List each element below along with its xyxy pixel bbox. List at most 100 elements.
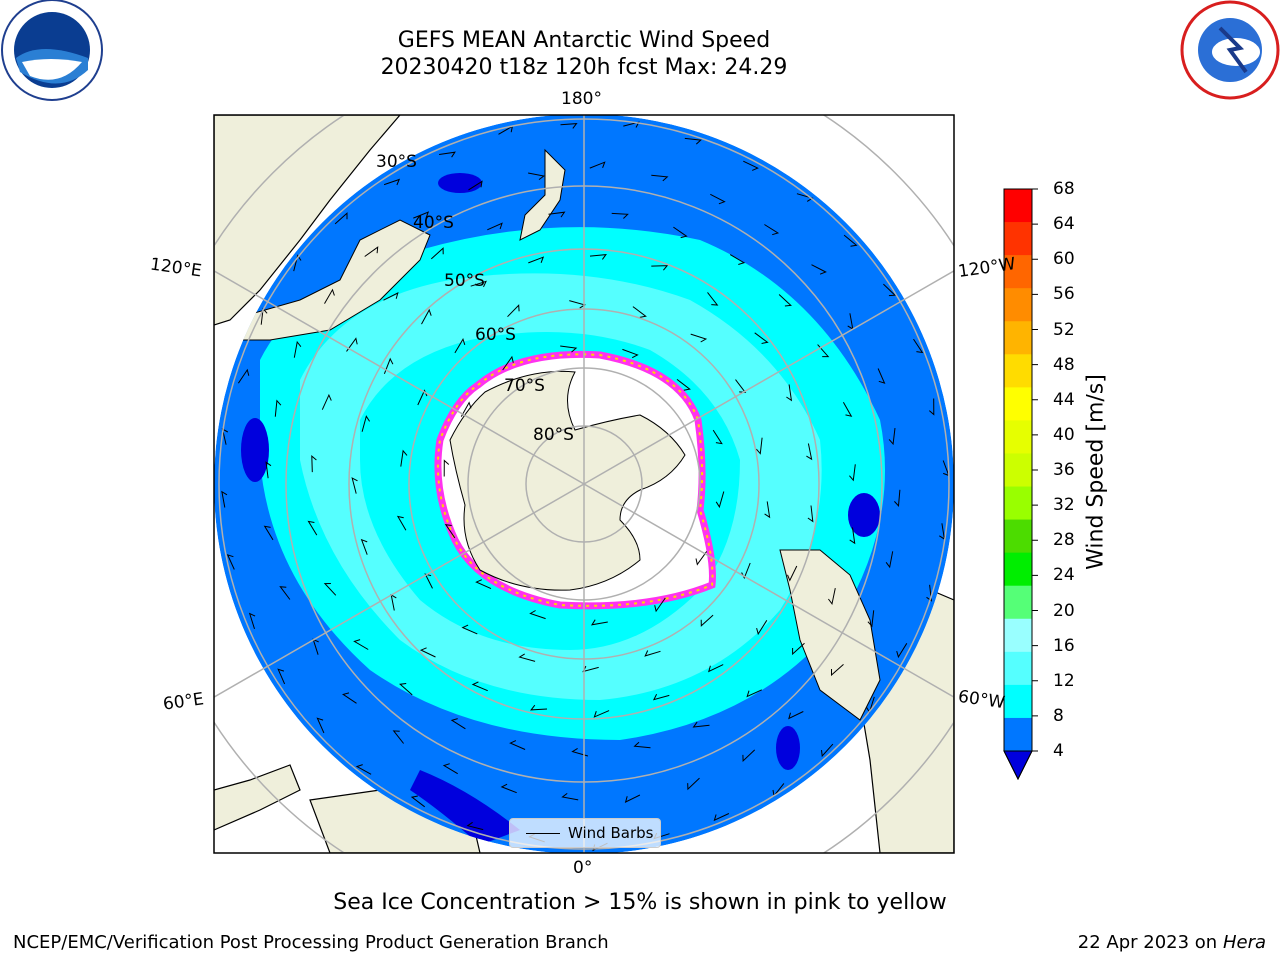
wind-barb <box>756 620 768 636</box>
wind-barb <box>560 123 578 129</box>
wind-barb <box>237 368 250 384</box>
lat-label-60s: 60°S <box>475 325 516 345</box>
wind-barb <box>842 402 853 417</box>
lat-label-80s: 80°S <box>533 425 574 445</box>
wind-barb <box>622 348 639 359</box>
wind-barb <box>571 747 589 757</box>
colorbar-segment <box>1004 453 1032 488</box>
wind-barb <box>593 710 610 718</box>
wind-barb <box>913 338 924 354</box>
wind-barb <box>684 137 702 145</box>
wind-barb <box>293 254 302 272</box>
wind-barb <box>821 743 834 758</box>
colorbar-segment <box>1004 717 1032 752</box>
wind-barb <box>487 222 503 231</box>
wind-barb <box>712 429 723 445</box>
sea-ice-caption: Sea Ice Concentration > 15% is shown in … <box>333 890 947 915</box>
wind-barb <box>741 562 751 580</box>
wind-barb <box>690 333 708 343</box>
wind-barb <box>673 226 688 239</box>
wind-barb <box>383 178 401 186</box>
footer-date-text: 22 Apr 2023 on <box>1077 932 1223 953</box>
wind-barb <box>307 520 318 536</box>
wind-barb <box>361 415 371 432</box>
antarctica-land <box>449 370 686 591</box>
wind-barb <box>383 357 394 374</box>
wind-barb <box>279 586 291 600</box>
wind-barb <box>530 704 548 711</box>
colorbar-tick-label: 56 <box>1053 284 1075 305</box>
colorbar-tick-label: 24 <box>1053 565 1075 586</box>
lat-label-40s: 40°S <box>413 213 454 233</box>
graticule <box>214 115 954 853</box>
wind-barb <box>321 393 332 410</box>
nws-logo <box>1180 0 1280 100</box>
colorbar-segment <box>1004 387 1032 421</box>
wind-barb <box>226 554 235 570</box>
colorbar-tick-label: 40 <box>1053 424 1075 445</box>
wind-barb <box>788 711 804 720</box>
wind-barb <box>316 717 325 734</box>
wind-barb <box>926 584 933 602</box>
wind-barb <box>849 527 856 545</box>
footer-branch: NCEP/EMC/Verification Post Processing Pr… <box>13 932 609 953</box>
wind-barb <box>743 160 759 171</box>
colorbar-segment <box>1004 486 1032 521</box>
wind-barb <box>311 454 317 473</box>
wind-barb <box>692 721 710 728</box>
colorbar-segment <box>1004 519 1032 554</box>
colorbar-tick-label: 28 <box>1053 530 1075 551</box>
meridian-60e <box>214 483 585 698</box>
wind-barb <box>707 292 719 306</box>
wind-barb <box>651 265 669 271</box>
wind-barb <box>454 337 466 354</box>
ocean-dark-patch <box>410 770 520 845</box>
south-america-land <box>779 549 881 721</box>
colorbar-segment <box>1004 288 1032 322</box>
colorbar-segment <box>1004 189 1032 223</box>
wind-barb <box>323 583 337 596</box>
colorbar-segment <box>1004 618 1032 653</box>
wind-barb <box>623 121 640 128</box>
wind-barb <box>334 212 348 225</box>
wind-barb <box>410 795 426 808</box>
wind-barb <box>710 193 726 205</box>
colorbar-tick-label: 12 <box>1053 670 1075 691</box>
wind-barb <box>424 573 433 589</box>
wind-barb <box>518 653 536 662</box>
colorbar-segment <box>1004 552 1032 587</box>
wind-barb <box>502 355 514 371</box>
wind-barb <box>764 501 771 519</box>
wind-barb <box>263 525 274 541</box>
colorbar-segment <box>1004 420 1032 454</box>
colorbar-segment <box>1004 255 1032 289</box>
lat-label-70s: 70°S <box>504 376 545 396</box>
wind-barb <box>877 368 886 384</box>
meridian-120w <box>583 270 954 485</box>
wind-barb <box>277 668 286 685</box>
ocean-dark-patch <box>241 418 269 482</box>
wind-barb <box>624 794 641 803</box>
wind-barb <box>430 247 444 260</box>
colorbar <box>1003 188 1038 781</box>
wind-barb <box>392 730 404 744</box>
meridian-120e <box>214 270 585 485</box>
wind-barb <box>754 332 769 344</box>
wind-barb <box>806 443 813 461</box>
wind-barb <box>713 813 730 822</box>
colorbar-segment <box>1004 684 1032 719</box>
lon-label-180: 180° <box>561 89 602 109</box>
wind-barb <box>529 610 546 620</box>
wind-barb <box>652 693 670 701</box>
colorbar-tick-label: 52 <box>1053 319 1075 340</box>
wind-barb <box>355 764 372 775</box>
wind-barb <box>589 253 607 260</box>
wind-barb <box>274 399 282 417</box>
wind-barb <box>786 384 793 402</box>
colorbar-tick-label: 60 <box>1053 249 1075 270</box>
colorbar-tick-label: 48 <box>1053 354 1075 375</box>
wind-barb <box>399 683 413 696</box>
lon-label-0: 0° <box>573 858 593 878</box>
wind-barb <box>888 428 896 446</box>
wind-barb <box>708 664 724 673</box>
